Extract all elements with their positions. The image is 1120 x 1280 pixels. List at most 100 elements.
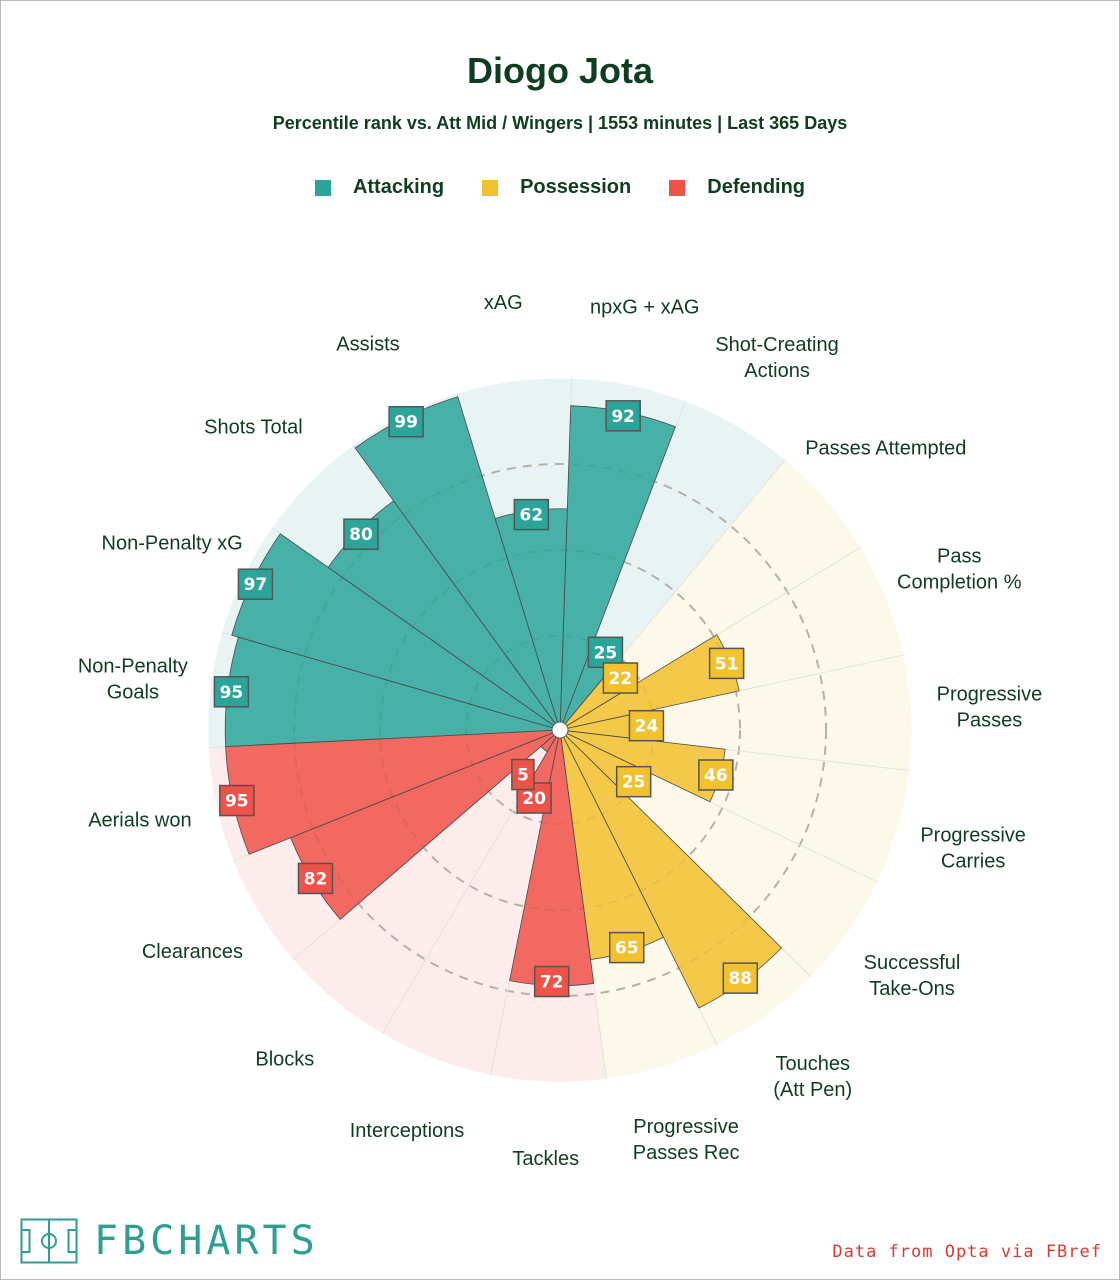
value-bar xyxy=(566,634,740,729)
value-label: 24 xyxy=(635,717,659,737)
value-box xyxy=(698,759,734,791)
metric-label-line: Non-Penalty xG xyxy=(102,533,243,555)
legend-item-attacking: Attacking xyxy=(314,176,445,199)
metric-label: Clearances xyxy=(142,941,243,963)
value-box xyxy=(511,758,535,791)
value-label: 65 xyxy=(615,939,639,959)
metric-label: Interceptions xyxy=(350,1120,465,1142)
metric-label: Pass Completion % xyxy=(897,546,1022,594)
metric-label: Progressive Carries xyxy=(920,825,1026,873)
value-box xyxy=(343,518,379,550)
value-box xyxy=(708,647,745,680)
value-labels: 92 25 22 51 24 46 25 88 65 72 20 5 82 95 95 97 80 99 62 xyxy=(213,400,759,998)
metric-label: Shot-Creating Actions xyxy=(715,334,838,382)
legend-label: Possession xyxy=(520,176,632,198)
metric-label-line: xAG xyxy=(484,292,523,314)
value-box xyxy=(628,709,665,742)
value-box xyxy=(213,676,250,708)
pitch-icon xyxy=(20,1218,78,1264)
metric-label-line: Shots Total xyxy=(204,417,303,439)
metric-label: Non-Penalty Goals xyxy=(78,656,188,704)
metric-label-line: Progressive xyxy=(937,684,1043,706)
metric-label-line: Blocks xyxy=(255,1049,314,1071)
metric-label: Progressive Passes xyxy=(937,684,1043,732)
chart-subtitle: Percentile rank vs. Att Mid / Wingers | … xyxy=(272,113,848,133)
metric-label-line: Non-Penalty xyxy=(78,656,188,678)
value-box xyxy=(297,862,334,895)
metric-label-line: Completion % xyxy=(897,572,1022,594)
value-box xyxy=(615,765,652,798)
value-box xyxy=(219,784,255,817)
metric-label: Touches (Att Pen) xyxy=(773,1053,852,1101)
value-box xyxy=(388,405,424,438)
metric-label: Progressive Passes Rec xyxy=(633,1116,740,1164)
value-label: 97 xyxy=(244,575,268,595)
metric-label-line: Passes Rec xyxy=(633,1142,740,1164)
legend-label: Attacking xyxy=(352,176,445,198)
value-label: 46 xyxy=(704,766,728,786)
value-box xyxy=(605,400,641,432)
metric-label: Blocks xyxy=(255,1049,314,1071)
value-label: 82 xyxy=(304,869,328,889)
value-box xyxy=(602,662,639,694)
metric-label-line: Aerials won xyxy=(88,810,191,832)
value-bar xyxy=(509,737,595,987)
value-label: 51 xyxy=(715,654,739,674)
legend: Attacking Possession Defending xyxy=(0,176,1120,199)
metric-label-line: Actions xyxy=(744,360,810,382)
value-label: 72 xyxy=(540,973,564,993)
data-credit: Data from Opta via FBref xyxy=(832,1242,1102,1262)
metric-label-line: Goals xyxy=(107,682,159,704)
value-bar xyxy=(224,636,553,748)
value-label: 25 xyxy=(622,773,646,793)
value-bar xyxy=(225,729,554,855)
metric-label: Passes Attempted xyxy=(805,438,966,460)
metric-label-line: Pass xyxy=(937,546,981,568)
metric-label-line: Tackles xyxy=(512,1148,579,1170)
value-box xyxy=(513,498,550,531)
chart-title: Diogo Jota xyxy=(467,50,653,91)
metric-label-line: Progressive xyxy=(633,1116,739,1138)
metric-label-line: npxG + xAG xyxy=(590,297,700,319)
legend-swatch-defending xyxy=(669,179,686,196)
value-label: 25 xyxy=(594,643,618,663)
value-label: 80 xyxy=(349,525,373,545)
metric-label-line: Take-Ons xyxy=(869,978,955,1000)
metric-label: Aerials won xyxy=(88,810,191,832)
metric-label-line: Clearances xyxy=(142,941,243,963)
metric-label: Tackles xyxy=(512,1148,579,1170)
logo-text: FBCHARTS xyxy=(94,1218,319,1264)
value-label: 5 xyxy=(517,766,529,786)
metric-label-line: Successful xyxy=(864,952,961,974)
metric-label-line: Interceptions xyxy=(350,1120,465,1142)
metric-label-line: (Att Pen) xyxy=(773,1079,852,1101)
value-label: 95 xyxy=(225,792,249,812)
metric-label-line: Passes xyxy=(957,710,1023,732)
value-label: 22 xyxy=(609,669,633,689)
metric-label-line: Touches xyxy=(775,1053,850,1075)
value-box xyxy=(722,962,759,994)
value-label: 92 xyxy=(611,407,635,427)
value-box xyxy=(237,568,274,600)
metric-label-line: Shot-Creating xyxy=(715,334,838,356)
value-label: 20 xyxy=(522,789,546,809)
value-label: 99 xyxy=(394,413,418,433)
value-box xyxy=(608,931,645,964)
metric-label-line: Passes Attempted xyxy=(805,438,966,460)
metric-label-line: Carries xyxy=(941,851,1005,873)
legend-item-possession: Possession xyxy=(482,176,631,199)
metric-label: npxG + xAG xyxy=(590,297,700,319)
value-bar xyxy=(494,508,568,723)
value-bar xyxy=(231,533,555,729)
legend-label: Defending xyxy=(707,176,806,198)
value-label: 95 xyxy=(220,683,244,703)
legend-swatch-attacking xyxy=(314,179,331,196)
metric-label: Successful Take-Ons xyxy=(864,952,961,1000)
metric-label: Assists xyxy=(336,334,399,356)
fbcharts-logo: FBCHARTS xyxy=(20,1216,319,1266)
value-box xyxy=(533,965,570,998)
value-label: 62 xyxy=(520,506,544,526)
metric-label: Non-Penalty xG xyxy=(102,533,243,555)
value-bar xyxy=(327,500,556,726)
